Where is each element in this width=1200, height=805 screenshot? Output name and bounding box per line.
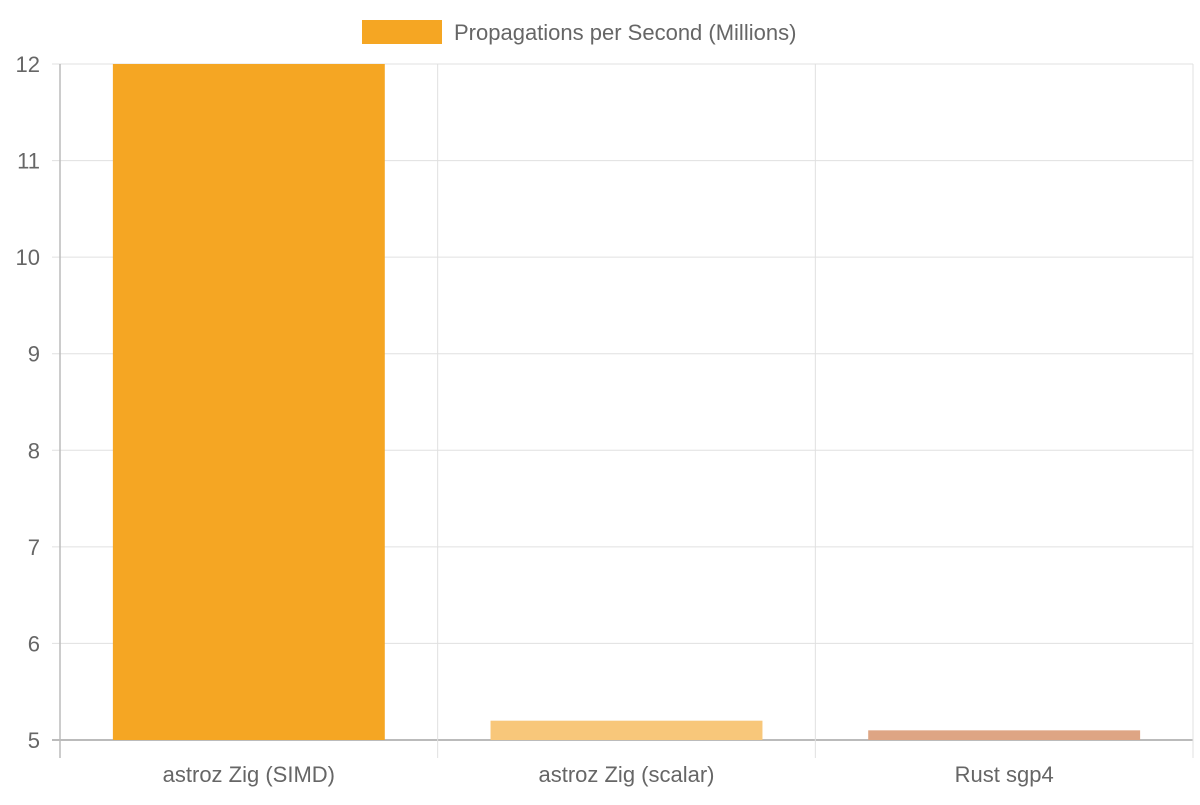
axis-labels: 5 6 7 8 9 10 11 12 astroz Zig (SIMD) astroz Zig (…	[16, 52, 1054, 787]
legend-swatch	[362, 20, 442, 44]
y-tick-label: 11	[17, 149, 40, 174]
x-tick-label: Rust sgp4	[955, 762, 1054, 787]
bars	[112, 64, 1141, 740]
y-tick-label: 7	[28, 535, 40, 560]
y-tick-label: 12	[16, 52, 40, 77]
x-tick-label: astroz Zig (SIMD)	[163, 762, 335, 787]
bar	[490, 720, 763, 740]
y-tick-label: 10	[16, 245, 40, 270]
y-tick-label: 9	[28, 342, 40, 367]
y-tick-label: 6	[28, 631, 40, 656]
y-tick-label: 8	[28, 438, 40, 463]
bar	[868, 730, 1141, 740]
y-tick-label: 5	[28, 728, 40, 753]
legend[interactable]: Propagations per Second (Millions)	[362, 20, 796, 45]
bar	[112, 64, 385, 740]
legend-label: Propagations per Second (Millions)	[454, 20, 796, 45]
x-tick-label: astroz Zig (scalar)	[538, 762, 714, 787]
